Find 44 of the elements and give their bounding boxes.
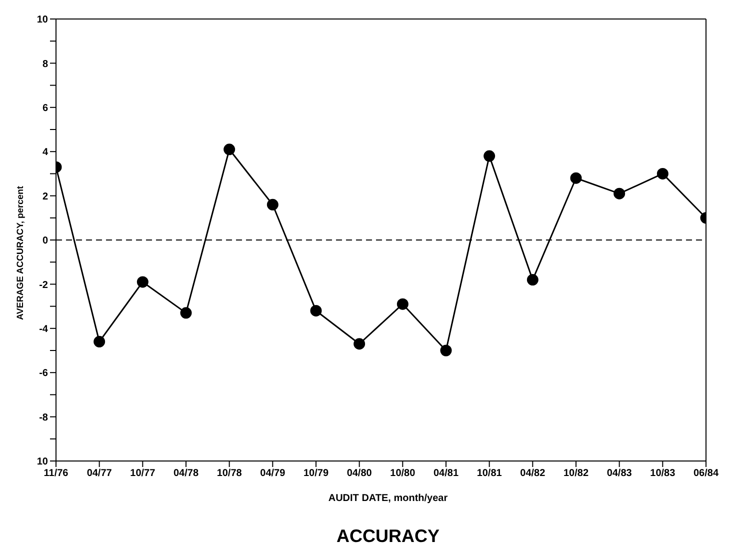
x-tick-label: 04/83 [606,468,632,480]
point [224,144,236,156]
y-tick-label: -8 [39,412,48,424]
point [180,307,192,319]
point [310,304,322,316]
point [396,298,408,310]
y-tick-label: 10 [36,456,48,468]
y-tick-label: 8 [42,58,48,70]
text: ACCURACY [336,526,440,547]
point [354,338,366,350]
x-tick-label: 10/79 [303,468,329,480]
x-tick-label: 10/81 [476,468,502,480]
x-tick-label: 10/77 [130,468,156,480]
point [136,276,148,288]
point [614,188,626,200]
x-tick-label: 10/80 [390,468,416,480]
y-tick-label: -4 [39,324,48,335]
point [440,344,452,356]
x-tick-label: 04/82 [520,468,546,480]
point [484,150,496,162]
point [656,168,668,180]
point [266,198,278,210]
x-tick-label: 11/76 [44,468,69,480]
x-tick-label: 04/79 [260,468,286,480]
x-tick-label: 04/78 [173,468,199,480]
x-tick-label: 10/82 [563,468,589,480]
point [570,172,582,184]
y-tick-label: 0 [42,236,48,247]
y-tick-label: 4 [42,147,48,158]
x-tick-label: 04/80 [346,468,372,480]
point [94,336,106,348]
y-axis-title: AVERAGE ACCURACY, percent [15,186,26,320]
y-tick-label: -6 [39,368,48,380]
x-tick-label: 04/77 [86,468,112,480]
y-tick-label: 10 [36,14,48,26]
x-tick-label: 04/81 [433,468,459,480]
y-tick-label: -2 [39,280,48,291]
x-tick-label: 10/78 [216,468,242,480]
y-tick-label: 6 [42,102,48,114]
y-tick-label: 2 [42,191,48,202]
x-tick-label: 06/84 [693,468,719,480]
x-axis-title: AUDIT DATE, month/year [327,493,449,504]
point [526,274,538,286]
x-tick-label: 10/83 [650,468,676,480]
